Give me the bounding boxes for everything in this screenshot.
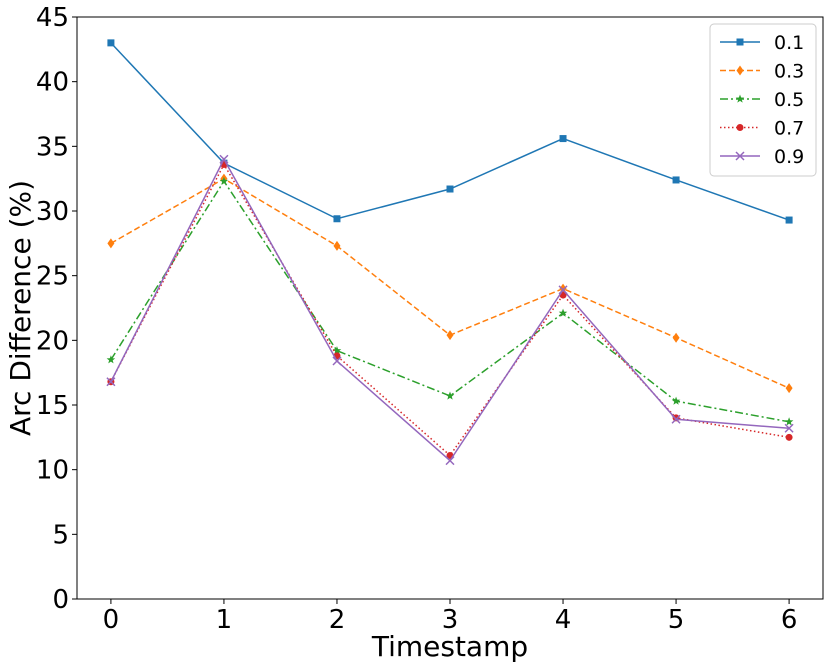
data-point xyxy=(671,414,681,424)
x-tick-label: 6 xyxy=(781,605,798,635)
y-tick-label: 25 xyxy=(36,262,69,292)
data-point xyxy=(332,356,342,366)
y-tick-label: 40 xyxy=(36,68,69,98)
x-axis: 0 1 2 3 4 5 6 xyxy=(103,599,798,635)
y-tick-label: 35 xyxy=(36,132,69,162)
legend-label: 0.1 xyxy=(774,32,804,54)
data-point xyxy=(784,423,794,433)
data-point xyxy=(558,285,568,295)
data-point xyxy=(333,215,341,223)
data-point xyxy=(446,330,454,341)
data-point xyxy=(107,39,115,47)
legend-marker xyxy=(736,124,744,131)
y-tick-label: 5 xyxy=(52,520,69,550)
data-point xyxy=(785,216,793,224)
x-axis-label: Timestamp xyxy=(371,630,528,663)
y-tick-label: 30 xyxy=(36,197,69,227)
data-point xyxy=(672,176,680,184)
y-tick-label: 20 xyxy=(36,326,69,356)
data-point xyxy=(672,332,680,343)
legend-label: 0.3 xyxy=(774,61,804,83)
x-tick-label: 2 xyxy=(329,605,346,635)
series-layer xyxy=(106,39,794,466)
legend-label: 0.5 xyxy=(774,89,804,111)
series-2 xyxy=(106,176,794,426)
y-axis: 0 5 10 15 20 25 30 35 40 45 xyxy=(36,3,77,615)
data-point xyxy=(784,417,794,426)
data-point xyxy=(107,238,115,249)
y-tick-label: 45 xyxy=(36,3,69,33)
data-point xyxy=(785,433,793,441)
legend-box xyxy=(709,23,817,177)
data-point xyxy=(333,240,341,251)
data-point xyxy=(219,176,229,185)
legend: 0.1 0.3 0.5 0.7 0.9 xyxy=(709,23,817,177)
y-axis-label: Arc Difference (%) xyxy=(4,180,37,436)
data-point xyxy=(559,135,567,143)
data-point xyxy=(446,185,454,193)
data-point xyxy=(785,383,793,394)
series-4 xyxy=(106,154,794,466)
legend-marker xyxy=(736,38,744,46)
y-tick-label: 10 xyxy=(36,456,69,486)
legend-label: 0.9 xyxy=(774,146,804,168)
legend-label: 0.7 xyxy=(774,118,804,140)
x-tick-label: 0 xyxy=(103,605,120,635)
legend-marker xyxy=(736,65,744,76)
data-point xyxy=(445,391,455,400)
x-tick-label: 4 xyxy=(555,605,572,635)
legend-marker xyxy=(735,151,745,161)
plot-area xyxy=(76,16,824,600)
x-tick-label: 1 xyxy=(216,605,233,635)
data-point xyxy=(445,456,455,466)
data-point xyxy=(106,377,116,387)
data-point xyxy=(106,355,116,364)
x-tick-label: 3 xyxy=(442,605,459,635)
data-point xyxy=(671,396,681,405)
legend-marker xyxy=(735,94,745,103)
y-tick-label: 15 xyxy=(36,391,69,421)
y-tick-label: 0 xyxy=(52,585,69,615)
data-point xyxy=(219,154,229,164)
data-point xyxy=(332,346,342,355)
data-point xyxy=(558,308,568,317)
x-tick-label: 5 xyxy=(668,605,685,635)
